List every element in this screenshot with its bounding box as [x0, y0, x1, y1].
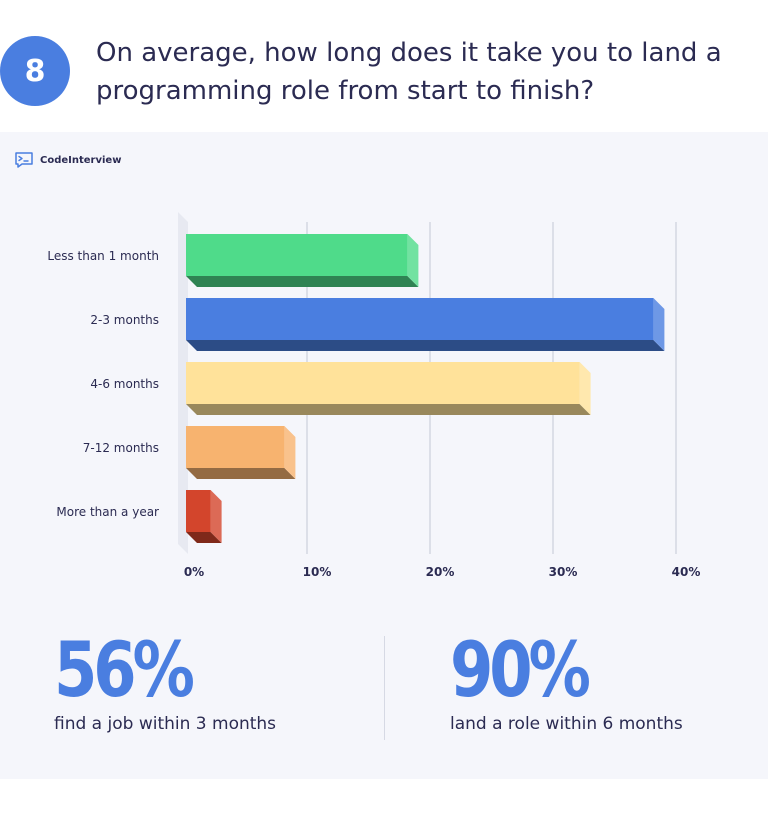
footer — [0, 779, 768, 817]
stat-caption: land a role within 6 months — [450, 714, 683, 734]
bar — [186, 298, 654, 340]
bar-end-face — [210, 490, 222, 543]
x-tick-label: 10% — [303, 565, 332, 579]
category-label: 7-12 months — [83, 441, 159, 455]
category-label: More than a year — [56, 505, 159, 519]
x-tick-label: 0% — [184, 565, 204, 579]
bar-bottom-face — [186, 340, 665, 351]
brand: CodeInterview — [14, 152, 121, 168]
bar-bottom-face — [186, 404, 591, 415]
chart-panel: CodeInterview Less than 1 month 2-3 month… — [0, 132, 768, 779]
stat-value: 90% — [450, 625, 591, 714]
bar — [186, 426, 285, 468]
stat-within-6-months: 90% land a role within 6 months — [450, 625, 683, 735]
bar-chart: Less than 1 month 2-3 months 4-6 months 7-1… — [47, 212, 701, 579]
bar-end-face — [284, 426, 296, 479]
header: 8 On average, how long does it take you … — [0, 0, 768, 132]
stat-within-3-months: 56% find a job within 3 months — [54, 625, 277, 735]
question-number-badge: 8 — [0, 36, 70, 106]
brand-name: CodeInterview — [40, 154, 122, 166]
bar-end-face — [407, 234, 419, 287]
x-tick-label: 30% — [549, 565, 578, 579]
stat-caption: find a job within 3 months — [54, 714, 277, 734]
stats-divider — [384, 636, 385, 740]
bar-bottom-face — [186, 532, 222, 543]
bar — [186, 490, 211, 532]
question-title: On average, how long does it take you to… — [96, 38, 722, 106]
category-label: Less than 1 month — [47, 249, 159, 263]
bar-bottom-face — [186, 276, 419, 287]
stat-value: 56% — [54, 625, 195, 714]
bar-bottom-face — [186, 468, 296, 479]
bar-end-face — [579, 362, 591, 415]
bar — [186, 234, 408, 276]
terminal-chat-icon — [15, 152, 33, 168]
category-label: 2-3 months — [90, 313, 159, 327]
bar — [186, 362, 580, 404]
category-label: 4-6 months — [90, 377, 159, 391]
x-tick-label: 20% — [426, 565, 455, 579]
x-tick-label: 40% — [672, 565, 701, 579]
bar-end-face — [653, 298, 665, 351]
plot-left-wall — [178, 212, 188, 554]
